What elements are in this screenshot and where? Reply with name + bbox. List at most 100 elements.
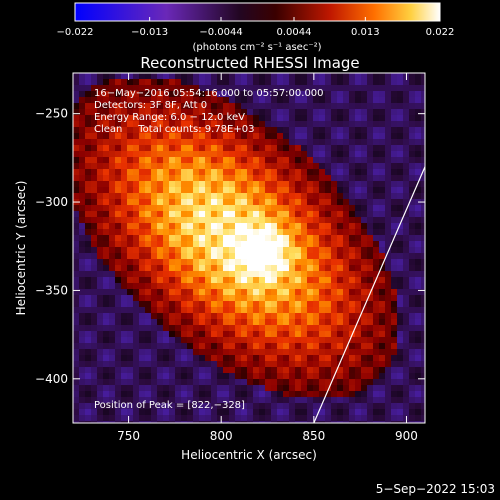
heatmap-pixel [337,355,343,361]
heatmap-pixel [301,355,307,361]
heatmap-pixel [313,379,319,385]
heatmap-pixel [295,415,301,421]
heatmap-pixel [265,289,271,295]
heatmap-pixel [337,397,343,403]
heatmap-pixel [313,367,319,373]
heatmap-pixel [157,349,163,355]
heatmap-pixel [265,355,271,361]
heatmap-pixel [151,277,157,283]
heatmap-pixel [211,409,217,415]
heatmap-pixel [295,295,301,301]
heatmap-pixel [349,253,355,259]
heatmap-pixel [127,391,133,397]
heatmap-pixel [205,361,211,367]
heatmap-pixel [385,133,391,139]
heatmap-pixel [133,181,139,187]
heatmap-pixel [355,265,361,271]
heatmap-pixel [385,205,391,211]
heatmap-pixel [337,175,343,181]
heatmap-pixel [85,145,91,151]
heatmap-pixel [91,193,97,199]
heatmap-pixel [217,415,223,421]
heatmap-pixel [253,343,259,349]
heatmap-pixel [421,301,425,307]
heatmap-pixel [229,319,235,325]
heatmap-pixel [193,325,199,331]
heatmap-pixel [187,205,193,211]
heatmap-pixel [133,277,139,283]
heatmap-pixel [277,295,283,301]
heatmap-pixel [235,121,241,127]
heatmap-pixel [379,421,385,423]
heatmap-pixel [187,325,193,331]
heatmap-pixel [157,343,163,349]
heatmap-pixel [385,271,391,277]
heatmap-pixel [403,235,409,241]
heatmap-pixel [175,91,181,97]
heatmap-pixel [367,241,373,247]
heatmap-pixel [421,217,425,223]
heatmap-pixel [85,385,91,391]
heatmap-pixel [379,247,385,253]
heatmap-pixel [337,133,343,139]
heatmap-pixel [361,109,367,115]
heatmap-pixel [157,409,163,415]
heatmap-pixel [391,385,397,391]
heatmap-pixel [355,91,361,97]
heatmap-pixel [163,385,169,391]
heatmap-pixel [73,169,79,175]
heatmap-pixel [97,409,103,415]
heatmap-pixel [79,163,85,169]
heatmap-pixel [109,157,115,163]
heatmap-pixel [253,355,259,361]
heatmap-pixel [325,223,331,229]
heatmap-pixel [367,361,373,367]
heatmap-pixel [103,103,109,109]
heatmap-pixel [217,301,223,307]
heatmap-pixel [307,409,313,415]
heatmap-pixel [139,193,145,199]
heatmap-pixel [385,223,391,229]
heatmap-pixel [211,283,217,289]
heatmap-pixel [235,109,241,115]
heatmap-pixel [85,151,91,157]
heatmap-pixel [403,85,409,91]
heatmap-pixel [91,145,97,151]
heatmap-pixel [139,139,145,145]
heatmap-pixel [397,187,403,193]
heatmap-pixel [283,85,289,91]
heatmap-pixel [121,163,127,169]
heatmap-pixel [235,127,241,133]
heatmap-pixel [343,409,349,415]
heatmap-pixel [319,289,325,295]
heatmap-pixel [217,313,223,319]
heatmap-pixel [217,121,223,127]
heatmap-pixel [253,331,259,337]
heatmap-pixel [325,139,331,145]
heatmap-pixel [385,85,391,91]
heatmap-pixel [175,181,181,187]
heatmap-pixel [247,97,253,103]
heatmap-pixel [385,79,391,85]
heatmap-pixel [103,109,109,115]
heatmap-pixel [301,169,307,175]
heatmap-pixel [253,247,259,253]
heatmap-pixel [421,97,425,103]
heatmap-pixel [403,373,409,379]
heatmap-pixel [97,325,103,331]
heatmap-pixel [223,79,229,85]
heatmap-pixel [79,397,85,403]
heatmap-pixel [109,367,115,373]
heatmap-pixel [259,253,265,259]
heatmap-pixel [235,277,241,283]
heatmap-pixel [415,145,421,151]
heatmap-pixel [193,265,199,271]
heatmap-pixel [295,193,301,199]
heatmap-pixel [355,337,361,343]
heatmap-pixel [223,109,229,115]
heatmap-pixel [349,301,355,307]
heatmap-pixel [157,415,163,421]
heatmap-pixel [271,265,277,271]
heatmap-pixel [265,259,271,265]
heatmap-pixel [265,235,271,241]
